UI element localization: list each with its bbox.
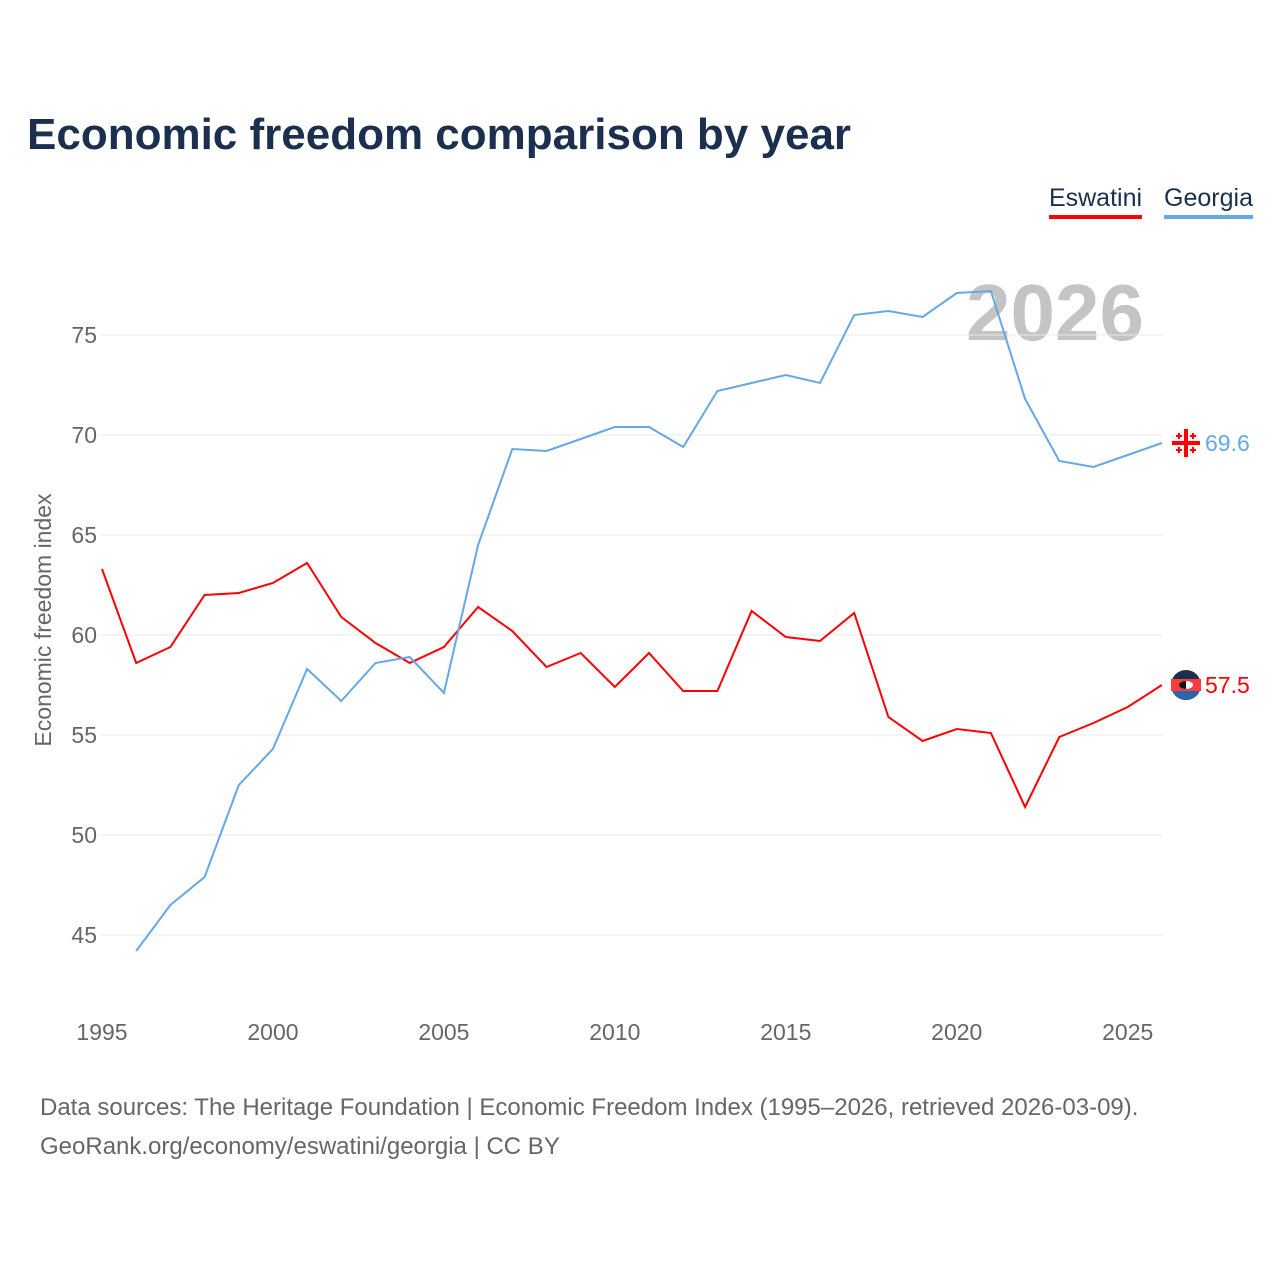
x-tick-label: 1995 (76, 1019, 127, 1045)
y-tick-label: 45 (71, 922, 97, 948)
x-tick-label: 2000 (247, 1019, 298, 1045)
source-line: Data sources: The Heritage Foundation | … (40, 1094, 1139, 1121)
x-tick-label: 2025 (1102, 1019, 1153, 1045)
y-tick-label: 70 (71, 422, 97, 448)
footer: Data sources: The Heritage Foundation | … (40, 1088, 1138, 1166)
chart-title: Economic freedom comparison by year (27, 110, 852, 159)
legend-eswatini[interactable]: Eswatini (1048, 184, 1143, 219)
series-line-eswatini (101, 561, 1163, 810)
legend: Eswatini Georgia (1048, 184, 1253, 219)
x-tick-label: 2020 (931, 1019, 982, 1045)
y-tick-label: 55 (71, 722, 97, 748)
legend-georgia[interactable]: Georgia (1164, 184, 1253, 219)
year-watermark: 2026 (966, 268, 1144, 357)
y-tick-label: 50 (71, 822, 97, 848)
y-tick-label: 65 (71, 522, 97, 548)
url-line: GeoRank.org/economy/eswatini/georgia | C… (40, 1133, 560, 1160)
x-tick-label: 2015 (760, 1019, 811, 1045)
end-value-label-georgia: 69.6 (1205, 430, 1250, 456)
y-tick-label: 75 (71, 322, 97, 348)
flag-eswatini-icon (1171, 670, 1201, 700)
y-tick-label: 60 (71, 622, 97, 648)
y-axis-label: Economic freedom index (30, 493, 56, 747)
end-value-label-eswatini: 57.5 (1205, 672, 1250, 698)
series-line-georgia (135, 289, 1163, 952)
flag-georgia-icon (1172, 429, 1200, 457)
x-tick-label: 2005 (418, 1019, 469, 1045)
x-tick-label: 2010 (589, 1019, 640, 1045)
